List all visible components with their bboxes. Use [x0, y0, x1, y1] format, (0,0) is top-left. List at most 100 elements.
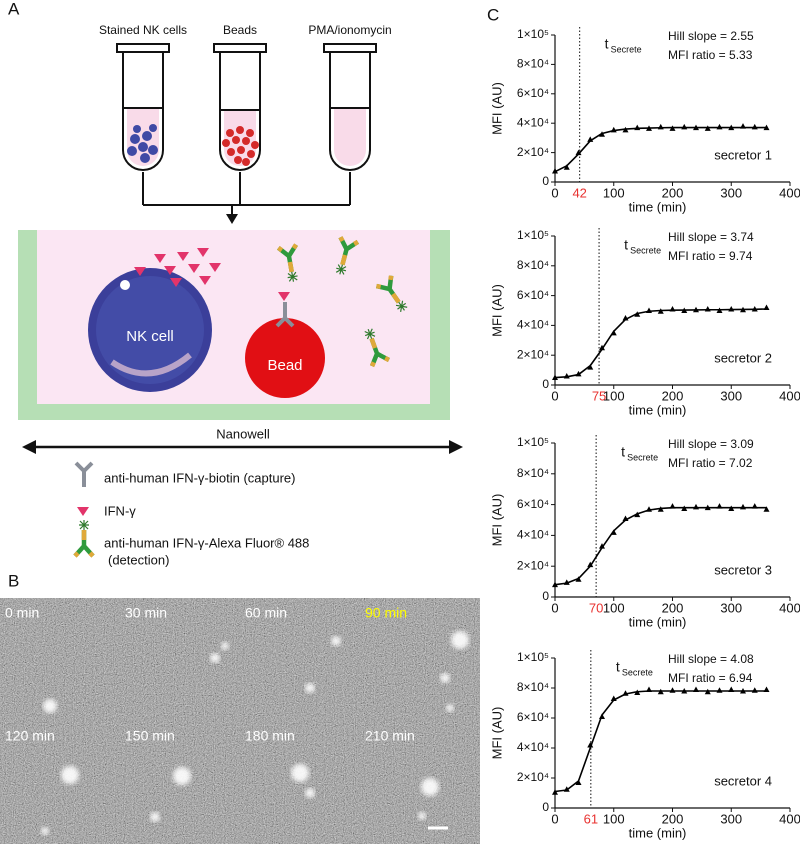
annotation: MFI ratio = 6.94 [668, 671, 753, 685]
shape [127, 146, 137, 156]
shape [148, 145, 158, 155]
cell-spot [421, 778, 439, 796]
cell-spot [41, 827, 49, 835]
data-point [728, 306, 735, 312]
threshold-label: t [621, 444, 625, 460]
frame-label: 90 min [365, 605, 407, 621]
x-tick-label: 300 [720, 811, 742, 826]
y-tick-label: 2×10⁴ [517, 770, 549, 784]
cell-spot [331, 636, 341, 646]
cell-spot [451, 631, 469, 649]
shape [138, 142, 148, 152]
x-tick-label: 100 [603, 600, 625, 615]
x-tick-label: 0 [551, 388, 558, 403]
cell-spot [291, 764, 309, 782]
shape [226, 214, 238, 224]
data-point [751, 123, 758, 130]
frame-label: 60 min [245, 605, 287, 621]
shape [122, 52, 164, 171]
data-point [587, 561, 594, 568]
annotation: MFI ratio = 7.02 [668, 456, 753, 470]
icon [77, 507, 89, 516]
shape [142, 172, 351, 218]
y-tick-label: 4×10⁴ [517, 115, 549, 129]
data-point [669, 687, 676, 693]
y-axis-label: MFI (AU) [489, 284, 504, 337]
shape [227, 148, 235, 156]
cell-label: NK cell [126, 328, 174, 345]
threshold-value: 75 [592, 388, 606, 403]
data-point [751, 687, 758, 693]
y-tick-label: 1×10⁵ [517, 650, 549, 664]
shape [140, 153, 150, 163]
cell-spot [440, 673, 450, 683]
frame-label: 180 min [245, 728, 295, 744]
tube-label: PMA/ionomycin [308, 23, 391, 37]
tube-label: Beads [223, 23, 257, 37]
x-tick-label: 300 [720, 388, 742, 403]
shape [232, 136, 240, 144]
threshold-label: t [616, 659, 620, 675]
x-axis-label: time (min) [629, 402, 687, 417]
cell-spot [446, 704, 454, 712]
cell-spot [221, 642, 229, 650]
data-point [599, 543, 605, 549]
data-point [716, 687, 723, 693]
annotation: MFI ratio = 5.33 [668, 48, 753, 62]
data-point [552, 167, 558, 174]
threshold-subscript: Secrete [611, 44, 642, 54]
y-tick-label: 0 [542, 174, 549, 188]
tube [323, 43, 377, 171]
y-tick-label: 6×10⁴ [517, 86, 549, 100]
data-point [587, 364, 594, 370]
series-label: secretor 3 [714, 562, 772, 577]
y-axis-label: MFI (AU) [489, 707, 504, 760]
x-tick-label: 400 [779, 600, 800, 615]
icon [74, 461, 94, 489]
data-point [575, 149, 582, 156]
legend-text: anti-human IFN-γ-biotin (capture) [104, 470, 295, 485]
shape [234, 156, 242, 164]
fit-line [554, 308, 767, 379]
panel-label: A [8, 0, 20, 18]
y-tick-label: 8×10⁴ [517, 466, 549, 480]
data-point [575, 779, 582, 785]
y-tick-label: 1×10⁵ [517, 228, 549, 242]
fit-line [554, 126, 767, 173]
y-tick-label: 0 [542, 800, 549, 814]
bead-label: Bead [267, 357, 302, 374]
micrograph-noise [0, 598, 480, 844]
frame-label: 210 min [365, 728, 415, 744]
threshold-value: 61 [584, 811, 598, 826]
panel-label: B [8, 571, 19, 590]
y-tick-label: 1×10⁵ [517, 27, 549, 41]
y-tick-label: 2×10⁴ [517, 145, 549, 159]
shape [120, 280, 130, 290]
threshold-subscript: Secrete [622, 667, 653, 677]
frame-label: 120 min [5, 728, 55, 744]
cell-spot [418, 812, 426, 820]
cell-spot [43, 699, 57, 713]
shape [226, 129, 234, 137]
x-axis-label: time (min) [629, 614, 687, 629]
icon [75, 520, 93, 556]
shape [149, 124, 157, 132]
y-tick-label: 2×10⁴ [517, 347, 549, 361]
tubes [116, 43, 377, 224]
data-point [634, 124, 641, 131]
x-tick-label: 300 [720, 600, 742, 615]
y-tick-label: 6×10⁴ [517, 497, 549, 511]
cells-in-tube [127, 124, 158, 163]
cell-spot [61, 766, 79, 784]
x-tick-label: 200 [662, 811, 684, 826]
cell-spot [150, 812, 160, 822]
beads-in-tube [222, 126, 259, 166]
shape [329, 52, 371, 171]
legend-icons [74, 461, 94, 556]
shape [133, 125, 141, 133]
y-axis-label: MFI (AU) [489, 82, 504, 135]
x-axis-label: time (min) [629, 199, 687, 214]
series-label: secretor 4 [714, 773, 772, 788]
charts: 0 2×10⁴ 4×10⁴ 6×10⁴ 8×10⁴ 1×10⁵ 0 100 200 300 400 t… [489, 27, 800, 840]
